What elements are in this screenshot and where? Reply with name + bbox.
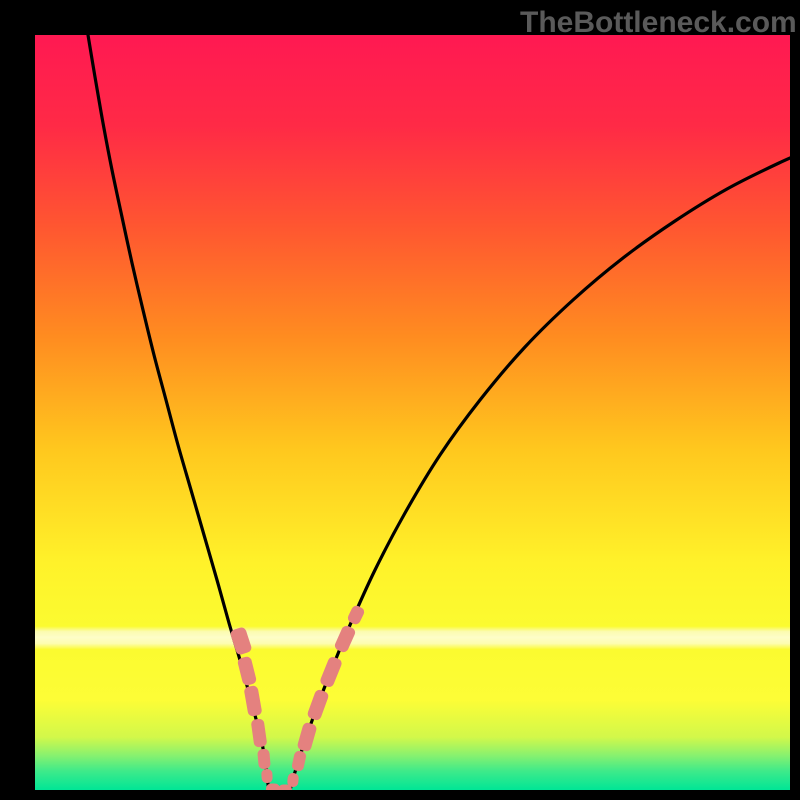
- curve-marker: [319, 655, 343, 688]
- curve-marker: [237, 656, 257, 687]
- curve-marker: [287, 772, 299, 787]
- curve-marker: [306, 689, 329, 722]
- curve-marker: [251, 718, 268, 748]
- watermark-text: TheBottleneck.com: [520, 6, 797, 40]
- curve-marker: [244, 685, 263, 717]
- curve-marker: [291, 750, 307, 772]
- curve-markers: [229, 604, 365, 790]
- curve-right-branch: [290, 143, 790, 790]
- curve-marker: [261, 769, 273, 784]
- curve-marker: [266, 784, 280, 791]
- chart-curve-layer: [35, 35, 790, 790]
- curve-marker: [229, 626, 252, 656]
- chart-plot-area: [35, 35, 790, 790]
- curve-marker: [296, 722, 317, 753]
- curve-marker: [346, 604, 366, 626]
- curve-marker: [333, 624, 356, 653]
- curve-marker: [257, 749, 271, 770]
